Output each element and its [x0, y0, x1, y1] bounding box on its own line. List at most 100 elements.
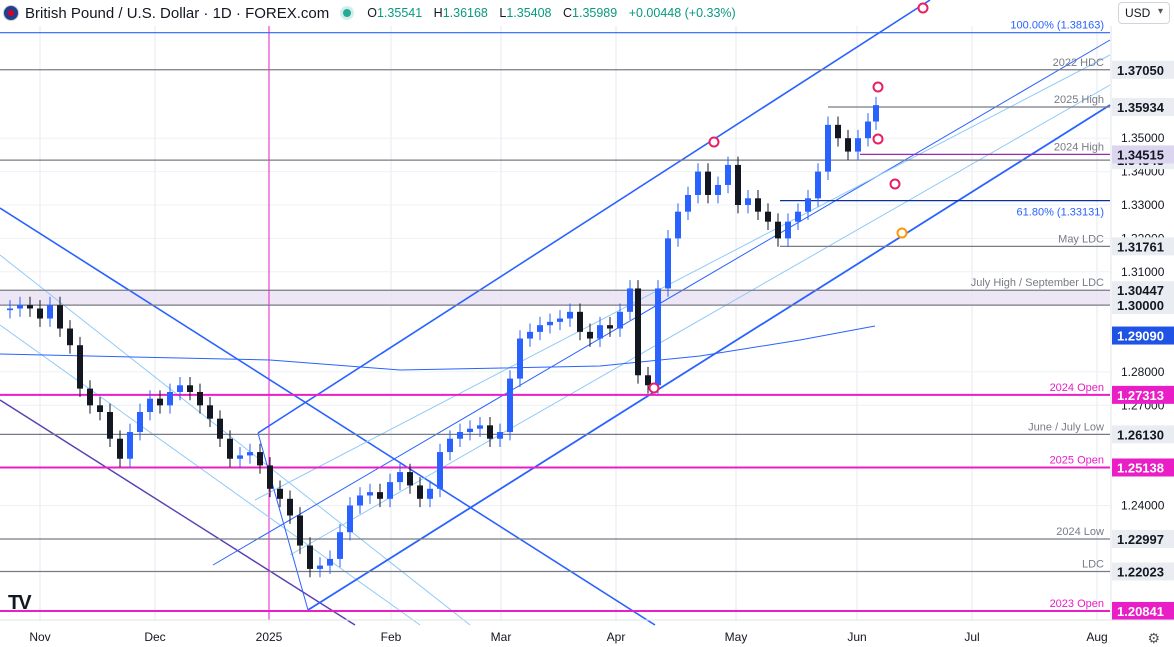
- y-tick-label: 1.35000: [1121, 131, 1165, 145]
- candle-body: [725, 164, 731, 185]
- currency-selector[interactable]: USD ▾: [1118, 2, 1170, 24]
- descending-channel-mid-1: [0, 254, 471, 626]
- candle-body: [157, 398, 163, 406]
- price-tag-bg-2024-open: [1112, 385, 1174, 404]
- candle-body: [547, 321, 553, 326]
- candle-body: [577, 311, 583, 332]
- candle-body: [735, 164, 741, 205]
- candle-body: [665, 238, 671, 289]
- symbol-title[interactable]: British Pound / U.S. Dollar · 1D · FOREX…: [25, 4, 330, 22]
- candle-body: [47, 305, 53, 319]
- x-tick-label: Dec: [144, 630, 165, 644]
- candle-body: [327, 558, 333, 566]
- candle-body: [695, 171, 701, 195]
- candle-body: [755, 198, 761, 212]
- chart-header: British Pound / U.S. Dollar · 1D · FOREX…: [0, 0, 744, 26]
- gear-icon[interactable]: ⚙: [1147, 630, 1160, 646]
- pivot-marker: [917, 2, 929, 14]
- candle-body: [397, 472, 403, 483]
- close-label: C: [562, 6, 573, 20]
- price-tag-2024-high: 1.34515: [1117, 147, 1164, 162]
- price-tag-bg-1-30000: [1112, 296, 1174, 315]
- price-tag-bg-2022-hdc: [1112, 60, 1174, 79]
- candle-body: [587, 331, 593, 339]
- candle-body: [835, 124, 841, 139]
- x-tick-label: Aug: [1086, 630, 1107, 644]
- candle-body: [487, 425, 493, 439]
- candle-body: [277, 488, 283, 499]
- price-tag-june-july-low: 1.26130: [1117, 427, 1164, 442]
- candle-body: [873, 105, 879, 122]
- price-tag-bg-2025-open: [1112, 458, 1174, 477]
- ascending-channel-median: [212, 39, 1111, 566]
- level-label-2023-open: 2023 Open: [1050, 598, 1104, 610]
- price-tag-july-high-september-ldc: 1.30447: [1117, 283, 1164, 298]
- x-tick-label: Feb: [381, 630, 402, 644]
- candle-body: [427, 488, 433, 499]
- x-tick-label: Jul: [964, 630, 979, 644]
- candle-body: [187, 385, 193, 392]
- level-label-july-high-september-ldc: July High / September LDC: [971, 277, 1104, 289]
- candle-body: [567, 311, 573, 319]
- candle-body: [607, 325, 613, 329]
- price-tag-bg-1-29090: [1112, 326, 1174, 345]
- descending-channel-mid-2: [0, 324, 421, 626]
- change-value: +0.00448 (+0.33%): [628, 6, 736, 20]
- candle-body: [267, 465, 273, 489]
- candle-body: [217, 418, 223, 439]
- candle-body: [287, 498, 293, 516]
- candle-body: [517, 338, 523, 379]
- low-value: 1.35408: [506, 6, 552, 20]
- candle-body: [785, 221, 791, 239]
- x-tick-label: 2025: [256, 630, 283, 644]
- candle-body: [537, 325, 543, 332]
- candle-body: [457, 432, 463, 439]
- candle-body: [685, 194, 691, 212]
- candle-body: [337, 532, 343, 559]
- high-value: 1.36168: [442, 6, 488, 20]
- price-tag-2024-low: 1.22997: [1117, 532, 1164, 547]
- candle-body: [557, 318, 563, 322]
- ascending-channel-lower: [307, 104, 1111, 611]
- candle-body: [407, 472, 413, 486]
- ascending-channel-inner-2: [289, 84, 1111, 556]
- level-label-june-july-low: June / July Low: [1028, 421, 1104, 433]
- candle-body: [627, 288, 633, 312]
- price-tag-may-ldc: 1.31761: [1117, 239, 1164, 254]
- level-label-2025-open: 2025 Open: [1050, 454, 1104, 466]
- candle-body: [825, 124, 831, 172]
- price-tag-bg-2024-low: [1112, 529, 1174, 548]
- candle-body: [675, 211, 681, 239]
- level-label-may-ldc: May LDC: [1058, 233, 1104, 245]
- candle-body: [317, 565, 323, 569]
- price-tag-bg-june-july-low: [1112, 425, 1174, 444]
- pivot-link: [257, 432, 309, 611]
- candle-body: [177, 385, 183, 392]
- x-tick-label: Nov: [29, 630, 50, 644]
- candle-body: [27, 305, 33, 309]
- ohlc-readout: O1.35541 H1.36168 L1.35408 C1.35989 +0.0…: [367, 6, 743, 20]
- candle-body: [297, 515, 303, 546]
- high-label: H: [433, 6, 443, 20]
- pivot-marker: [872, 81, 884, 93]
- candle-body: [17, 305, 23, 309]
- price-tag-2025-open: 1.25138: [1117, 460, 1164, 475]
- candle-body: [167, 391, 173, 406]
- price-tag-2023-open: 1.20841: [1117, 604, 1164, 619]
- open-label: O: [367, 6, 377, 20]
- candle-body: [635, 288, 641, 376]
- candle-body: [117, 438, 123, 459]
- pivot-marker: [872, 133, 884, 145]
- y-tick-label: 1.24000: [1121, 498, 1165, 512]
- candle-body: [257, 452, 263, 466]
- candle-body: [507, 378, 513, 433]
- candle-body: [705, 171, 711, 195]
- y-tick-label: 1.28000: [1121, 365, 1165, 379]
- ascending-channel-upper: [257, 0, 931, 434]
- low-label: L: [499, 6, 507, 20]
- descending-channel-upper: [0, 207, 656, 626]
- price-tag-1-29090: 1.29090: [1117, 329, 1164, 344]
- candle-body: [745, 198, 751, 205]
